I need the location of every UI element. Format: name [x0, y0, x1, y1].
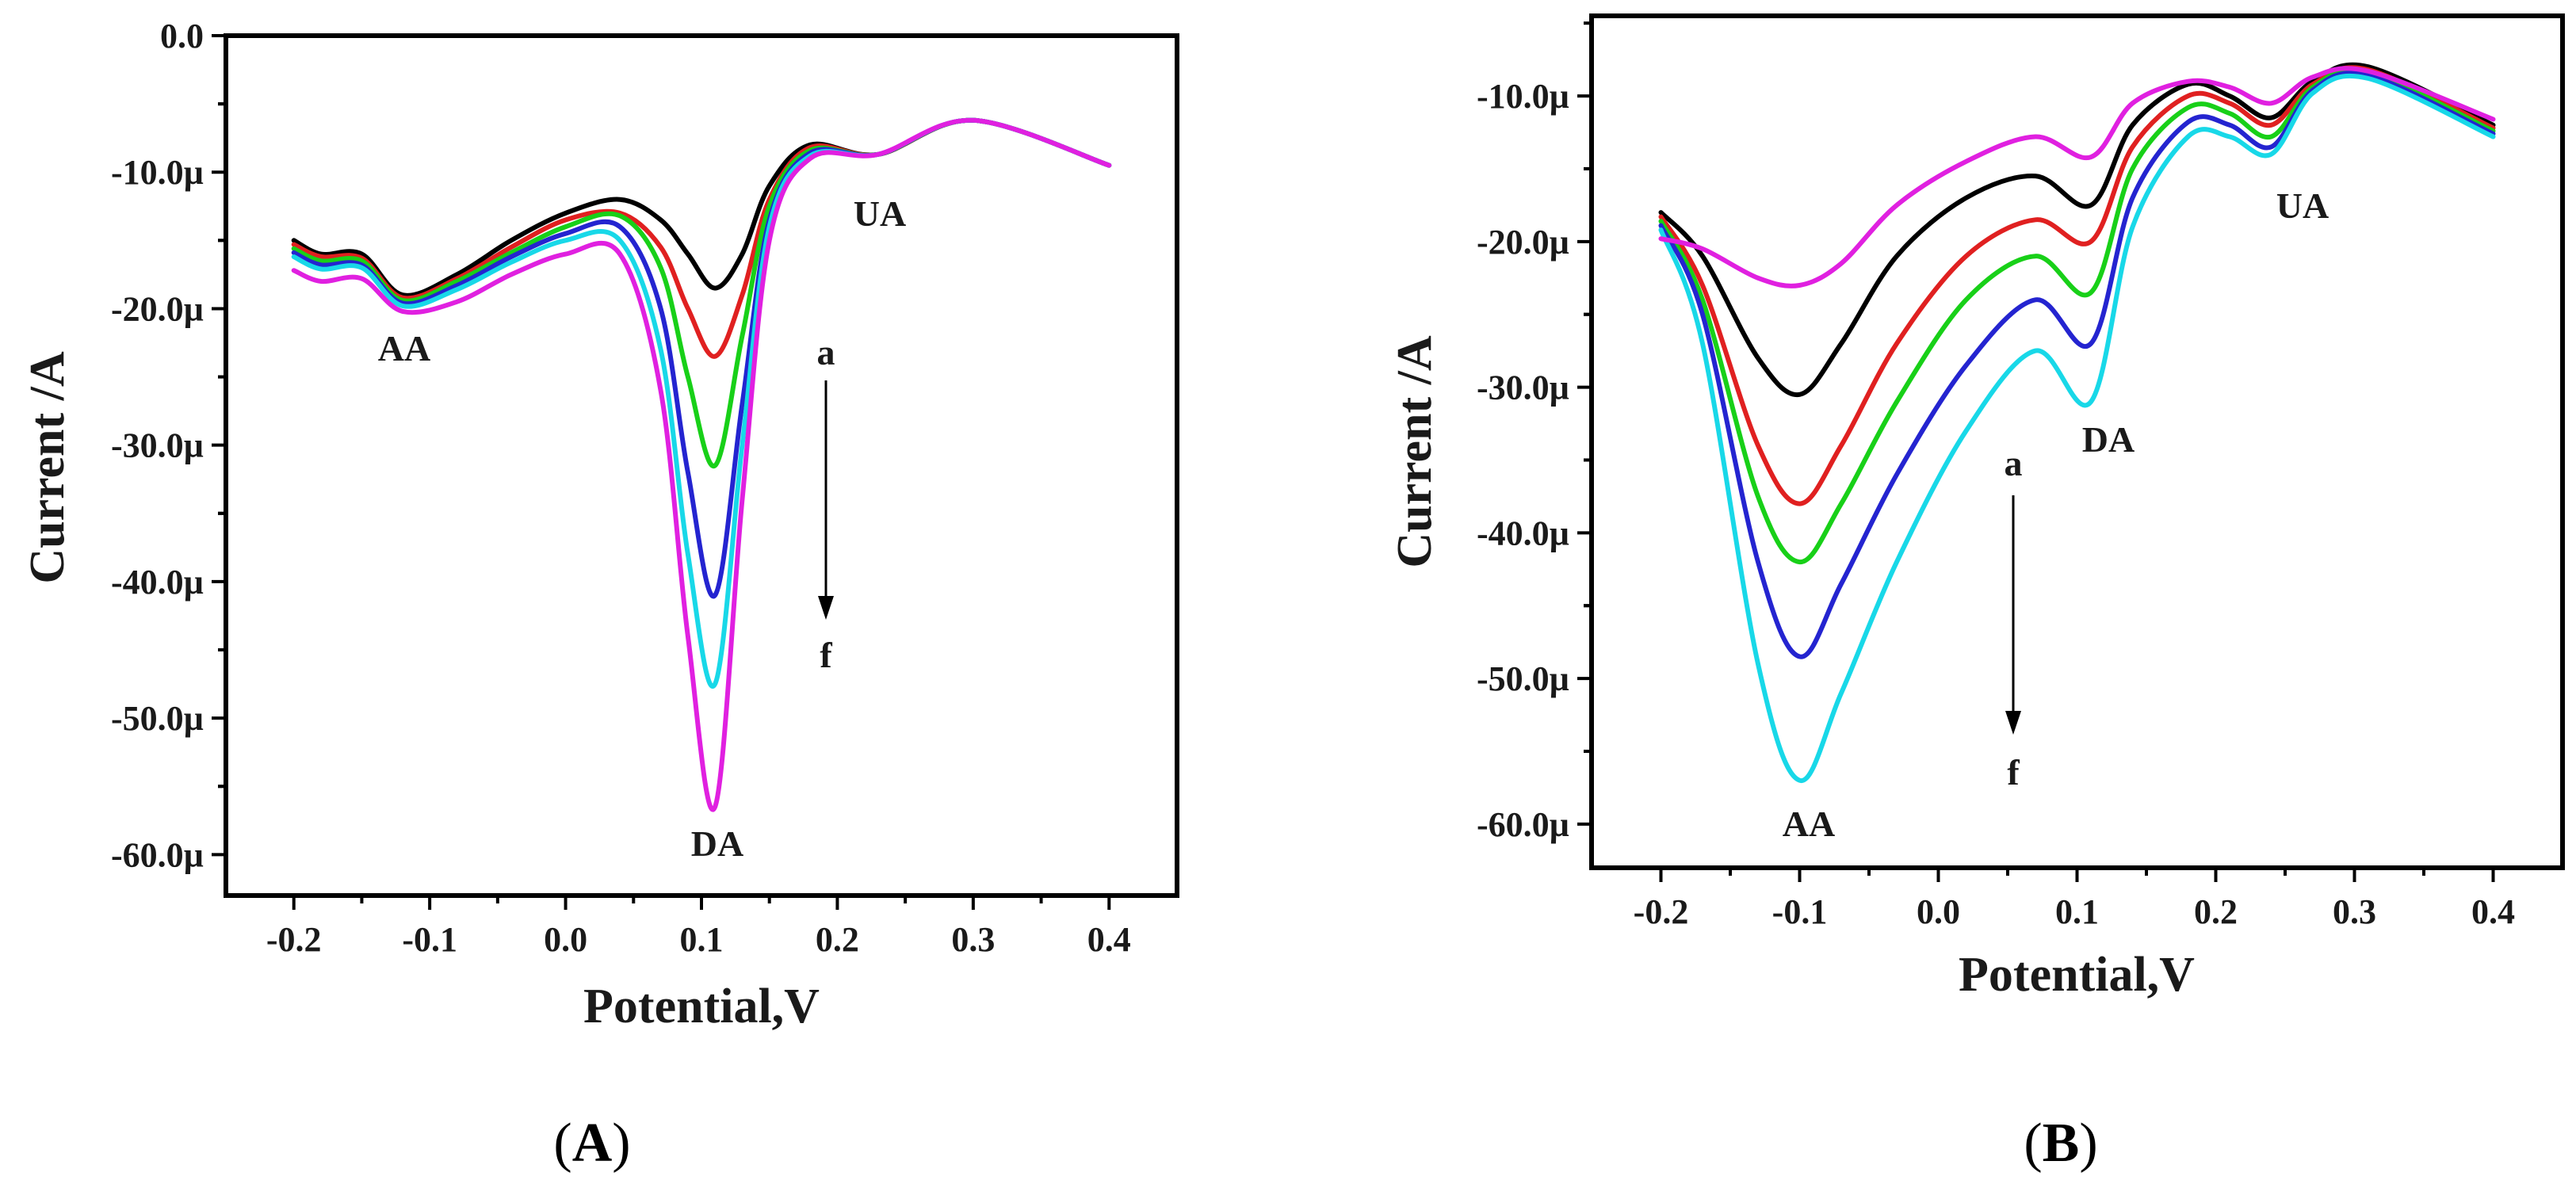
plot-frame-b	[1589, 13, 2565, 870]
annotation-da-b: DA	[2082, 419, 2135, 460]
x-tick-label: 0.2	[2194, 892, 2238, 931]
y-tick-label: -30.0µ	[1477, 369, 1569, 407]
x-tick-label: 0.1	[2055, 892, 2099, 931]
arrow-start-label-b: a	[2005, 443, 2023, 483]
y-tick-label: -20.0µ	[111, 289, 204, 328]
series-line-a-e	[291, 117, 1112, 689]
y-tick-label: -50.0µ	[111, 699, 204, 738]
panel-label-b: (B)	[2024, 1113, 2097, 1174]
y-tick-label: 0.0	[160, 17, 204, 55]
series-line-b-b	[1658, 65, 2496, 506]
arrow-start-label-a: a	[817, 332, 835, 372]
x-tick-label: 0.3	[2333, 892, 2376, 931]
x-tick-label: 0.2	[816, 920, 859, 959]
x-tick-label: 0.4	[2471, 892, 2515, 931]
y-tick-label: -50.0µ	[1477, 659, 1569, 698]
arrow-head-a	[818, 596, 834, 620]
annotation-ua-b: UA	[2276, 185, 2329, 226]
y-tick-label: -10.0µ	[111, 153, 204, 192]
series-line-b-e	[1658, 73, 2496, 783]
annotation-ua-a: UA	[854, 193, 906, 234]
arrow-end-label-a: f	[820, 635, 832, 675]
tick-labels-a: -0.2 -0.1 0.0 0.1 0.2 0.3 0.4 0.0 -10.0µ -20.0µ -3…	[111, 17, 1131, 959]
y-axis-title-b: Current /A	[1388, 335, 1442, 568]
chart-panel-b: -0.2 -0.1 0.0 0.1 0.2 0.3 0.4 -10.0µ -20.0µ -30.0…	[1388, 13, 2565, 1174]
arrow-head-b	[2005, 711, 2021, 735]
x-axis-title-b: Potential,V	[1959, 948, 2195, 1002]
tick-marks-a	[212, 34, 1111, 910]
x-tick-label: -0.2	[266, 920, 322, 959]
y-tick-label: -40.0µ	[1477, 514, 1569, 552]
annotation-aa-a: AA	[378, 328, 430, 369]
series-line-a-f	[291, 117, 1112, 812]
arrow-end-label-b: f	[2007, 752, 2020, 793]
x-tick-label: 0.1	[680, 920, 724, 959]
curves-b	[1658, 62, 2496, 783]
x-tick-label: 0.3	[951, 920, 995, 959]
y-tick-label: -30.0µ	[111, 426, 204, 465]
series-line-b-a	[1658, 62, 2496, 397]
annotation-aa-b: AA	[1783, 804, 1835, 844]
series-line-b-f	[1658, 66, 2496, 288]
chart-panel-a: -0.2 -0.1 0.0 0.1 0.2 0.3 0.4 0.0 -10.0µ -20.0µ -3…	[21, 17, 1179, 1174]
x-tick-label: -0.1	[402, 920, 457, 959]
series-line-a-a	[291, 117, 1112, 298]
annotation-da-a: DA	[691, 823, 743, 864]
y-tick-label: -40.0µ	[111, 563, 204, 602]
x-tick-label: 0.0	[1917, 892, 1960, 931]
curves-a	[291, 117, 1112, 812]
y-tick-label: -60.0µ	[111, 835, 204, 874]
series-line-b-d	[1658, 71, 2496, 659]
y-tick-label: -20.0µ	[1477, 223, 1569, 262]
tick-labels-b: -0.2 -0.1 0.0 0.1 0.2 0.3 0.4 -10.0µ -20.0µ -30.0…	[1477, 77, 2515, 931]
panel-label-a: (A)	[553, 1113, 630, 1174]
x-tick-label: -0.1	[1772, 892, 1828, 931]
x-tick-label: 0.4	[1087, 920, 1131, 959]
y-tick-label: -60.0µ	[1477, 805, 1569, 844]
series-line-b-c	[1658, 67, 2496, 565]
tick-marks-b	[1577, 21, 2495, 882]
series-line-a-b	[291, 117, 1112, 359]
panel-label-a-letter: A	[572, 1113, 613, 1174]
x-axis-title-a: Potential,V	[583, 980, 820, 1033]
x-tick-label: -0.2	[1634, 892, 1689, 931]
y-axis-title-a: Current /A	[21, 351, 75, 584]
y-tick-label: -10.0µ	[1477, 77, 1569, 116]
x-tick-label: 0.0	[544, 920, 587, 959]
panel-label-b-letter: B	[2043, 1113, 2080, 1174]
